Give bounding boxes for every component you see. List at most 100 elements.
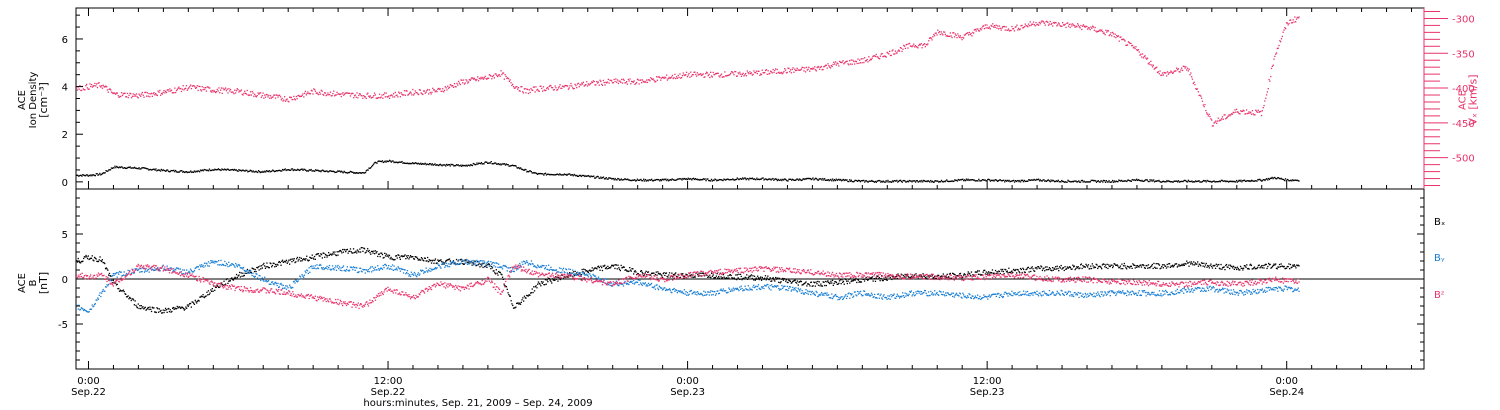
by-point [219, 264, 221, 266]
vx-point [1176, 67, 1178, 69]
bx-point [452, 260, 455, 262]
vx-point [1091, 27, 1093, 29]
bx-point [658, 273, 660, 275]
by-point [339, 269, 341, 271]
bx-point [100, 260, 102, 262]
density-point [592, 175, 594, 178]
vx-point [499, 75, 501, 77]
vx-point [980, 29, 982, 31]
by-point [301, 274, 303, 276]
bx-point [657, 271, 659, 273]
bx-point [644, 272, 646, 274]
bx-point [1284, 268, 1286, 270]
vx-point [294, 99, 297, 101]
by-point [523, 261, 526, 263]
vx-point [300, 95, 302, 97]
bx-point [921, 276, 923, 278]
vx-point [338, 93, 340, 95]
density-point [555, 173, 557, 176]
density-point [776, 179, 778, 182]
by-point [162, 264, 164, 266]
vx-point [1241, 110, 1244, 113]
bx-point [547, 281, 549, 283]
by-point [242, 268, 244, 270]
density-point [738, 178, 740, 181]
bx-point [811, 285, 813, 287]
bx-point [920, 275, 923, 277]
density-point [273, 170, 275, 172]
density-point [1179, 181, 1181, 183]
vx-point [793, 71, 795, 73]
density-point [1087, 181, 1090, 183]
density-point [691, 179, 693, 181]
bx-point [462, 263, 464, 265]
bx-point [790, 282, 792, 284]
bx-point [498, 271, 501, 273]
bx-point [829, 282, 831, 284]
vx-point [1151, 64, 1153, 66]
density-point [1080, 179, 1083, 182]
bx-point [495, 269, 497, 271]
bx-point [497, 274, 499, 276]
bx-point [158, 308, 160, 310]
vx-point [528, 89, 530, 91]
density-point [133, 167, 135, 169]
bx-point [1230, 265, 1232, 268]
vx-point [839, 60, 841, 63]
vx-point [227, 92, 229, 94]
vx-point [897, 50, 899, 52]
vx-point [813, 68, 815, 70]
density-point [943, 180, 945, 182]
density-point [82, 174, 84, 176]
bx-point [421, 258, 423, 260]
vx-point [1129, 42, 1131, 45]
vx-point [373, 92, 376, 94]
vx-point [81, 89, 83, 92]
density-point [1222, 180, 1224, 182]
bx-point [218, 286, 220, 289]
density-point [330, 170, 332, 172]
density-point [574, 174, 576, 176]
by-point [320, 267, 323, 269]
vx-point [1203, 106, 1205, 108]
density-point [1188, 180, 1190, 182]
bx-point [155, 311, 157, 314]
by-point [353, 267, 355, 269]
bx-point [327, 254, 329, 257]
vx-point [946, 35, 948, 37]
density-point [301, 168, 303, 170]
bx-point [399, 258, 401, 260]
vx-point [1214, 121, 1216, 123]
vx-point [1234, 109, 1236, 111]
density-point [931, 180, 934, 182]
bx-point [666, 275, 668, 278]
density-point [639, 179, 641, 181]
by-point [252, 272, 254, 274]
by-point [427, 269, 430, 271]
density-point [384, 160, 386, 162]
bx-point [864, 278, 866, 280]
density-point [890, 181, 893, 183]
density-point [116, 165, 118, 168]
density-point [1151, 179, 1153, 181]
vx-point [447, 87, 450, 89]
by-point [124, 274, 126, 276]
by-point [247, 270, 249, 272]
density-point [844, 179, 846, 181]
vx-point [688, 72, 690, 75]
vx-point [725, 75, 728, 77]
density-point [1144, 179, 1146, 182]
vx-point [943, 31, 946, 33]
vx-point [724, 71, 726, 73]
vx-point [325, 94, 327, 97]
vx-point [375, 97, 377, 99]
density-point [980, 180, 983, 182]
by-point [194, 267, 196, 269]
vx-point [182, 85, 184, 87]
bx-point [329, 253, 331, 255]
vx-point [512, 83, 514, 85]
vx-point [1110, 32, 1112, 34]
bx-point [448, 258, 451, 260]
bx-point [572, 271, 575, 273]
density-point [939, 181, 941, 183]
